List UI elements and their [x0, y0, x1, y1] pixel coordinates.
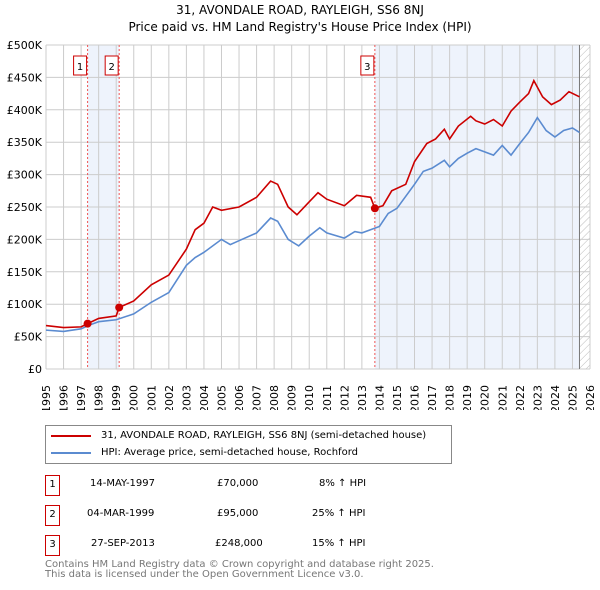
- transaction-price: £248,000: [215, 538, 263, 549]
- y-tick-label: £100K: [7, 298, 43, 311]
- x-tick-label: 1998: [93, 385, 106, 410]
- x-tick-label: 2015: [391, 385, 404, 410]
- transaction-row: 2 04-MAR-1999 £95,000 25% ↑ HPI: [45, 505, 445, 526]
- x-tick-label: 2006: [233, 385, 246, 410]
- transaction-label-box: [360, 55, 375, 76]
- y-tick-label: £150K: [7, 266, 43, 279]
- x-tick-label: 2017: [426, 385, 439, 410]
- y-tick-label: £450K: [7, 71, 43, 84]
- transaction-marker: 3: [45, 535, 60, 556]
- transaction-date: 04-MAR-1999: [87, 508, 155, 519]
- x-tick-label: 1997: [75, 385, 88, 410]
- y-tick-label: £350K: [7, 136, 43, 149]
- legend: 31, AVONDALE ROAD, RAYLEIGH, SS6 8NJ (se…: [45, 425, 452, 464]
- legend-item-property: 31, AVONDALE ROAD, RAYLEIGH, SS6 8NJ (se…: [51, 430, 426, 441]
- y-tick-label: £0: [28, 363, 42, 376]
- x-tick-label: 2023: [531, 385, 544, 410]
- x-tick-label: 2026: [584, 385, 597, 410]
- transaction-label-box: [104, 55, 119, 76]
- x-tick-label: 2021: [496, 385, 509, 410]
- x-tick-label: 2016: [409, 385, 422, 410]
- x-tick-label: 2022: [514, 385, 527, 410]
- series-line-property: [45, 78, 580, 329]
- y-tick-label: £300K: [7, 169, 43, 182]
- footer-copyright: Contains HM Land Registry data © Crown c…: [45, 559, 434, 570]
- legend-swatch-red: [51, 434, 91, 437]
- footer-licence: This data is licensed under the Open Gov…: [45, 569, 364, 580]
- transaction-price: £95,000: [217, 508, 259, 519]
- x-tick-label: 2008: [268, 385, 281, 410]
- x-tick-label: 2003: [180, 385, 193, 410]
- x-tick-label: 1995: [40, 385, 53, 410]
- y-tick-label: £400K: [7, 104, 43, 117]
- transaction-price: £70,000: [217, 478, 259, 489]
- x-tick-label: 2019: [461, 385, 474, 410]
- y-tick-label: £50K: [14, 331, 43, 344]
- x-tick-label: 2007: [251, 385, 264, 410]
- x-tick-label: 2004: [198, 385, 211, 410]
- x-tick-label: 1996: [58, 385, 71, 410]
- x-tick-label: 2018: [444, 385, 457, 410]
- chart-subtitle: Price paid vs. HM Land Registry's House …: [128, 20, 472, 34]
- transaction-row: 1 14-MAY-1997 £70,000 8% ↑ HPI: [45, 475, 445, 496]
- legend-label: 31, AVONDALE ROAD, RAYLEIGH, SS6 8NJ (se…: [101, 430, 427, 441]
- x-tick-label: 2025: [566, 385, 579, 410]
- x-tick-label: 2011: [321, 385, 334, 410]
- x-tick-label: 2020: [479, 385, 492, 410]
- transaction-label-box: [73, 55, 88, 76]
- x-tick-label: 2012: [338, 385, 351, 410]
- x-tick-label: 2013: [356, 385, 369, 410]
- x-tick-label: 2014: [373, 385, 386, 410]
- transaction-point: [370, 204, 379, 213]
- y-tick-label: £500K: [7, 39, 43, 52]
- x-tick-label: 2000: [128, 385, 141, 410]
- y-tick-label: £200K: [7, 233, 43, 246]
- x-tick-label: 2024: [549, 385, 562, 410]
- transaction-marker: 1: [45, 475, 60, 496]
- x-tick-label: 2001: [145, 385, 158, 410]
- legend-swatch-blue: [51, 451, 91, 454]
- transaction-row: 3 27-SEP-2013 £248,000 15% ↑ HPI: [45, 535, 445, 556]
- transaction-label: 2: [108, 62, 114, 73]
- x-tick-label: 2005: [215, 385, 228, 410]
- transaction-point: [83, 319, 92, 328]
- transaction-hpi: 25% ↑ HPI: [312, 508, 366, 519]
- chart-title: 31, AVONDALE ROAD, RAYLEIGH, SS6 8NJ: [176, 3, 424, 17]
- transaction-point: [115, 303, 124, 312]
- x-tick-label: 2010: [303, 385, 316, 410]
- legend-item-hpi: HPI: Average price, semi-detached house,…: [51, 447, 358, 458]
- transaction-hpi: 15% ↑ HPI: [312, 538, 366, 549]
- x-tick-label: 2009: [286, 385, 299, 410]
- transaction-hpi: 8% ↑ HPI: [319, 478, 367, 489]
- y-tick-label: £250K: [7, 201, 43, 214]
- legend-label: HPI: Average price, semi-detached house,…: [101, 447, 358, 458]
- x-tick-label: 1999: [110, 385, 123, 410]
- transaction-label: 3: [364, 62, 370, 73]
- x-tick-label: 2002: [163, 385, 176, 410]
- footer: Contains HM Land Registry data © Crown c…: [45, 560, 434, 580]
- transaction-date: 14-MAY-1997: [90, 478, 156, 489]
- transaction-label: 1: [77, 62, 83, 73]
- transaction-date: 27-SEP-2013: [91, 538, 155, 549]
- transaction-marker: 2: [45, 505, 60, 526]
- series-line-hpi: [45, 116, 580, 333]
- price-chart: 1995 1996 1997 1998 1999 2000 2001 2002 2003 2004…: [7, 39, 597, 410]
